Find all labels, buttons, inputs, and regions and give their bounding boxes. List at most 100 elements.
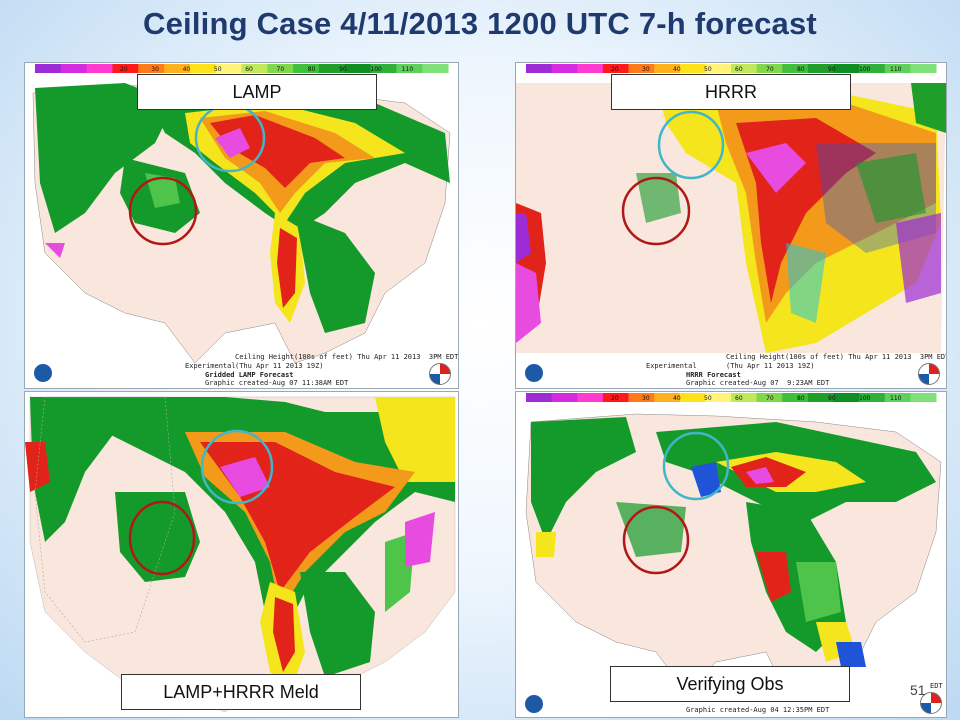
slide-title: Ceiling Case 4/11/2013 1200 UTC 7-h fore… [143, 6, 817, 41]
obs-footer-created: Graphic created-Aug 04 12:35PM EDT [686, 706, 830, 714]
colorbar-swatch [884, 393, 911, 402]
hrrr-footer-title: Ceiling Height(100s of feet) Thu Apr 11 … [726, 353, 947, 361]
colorbar-swatch [241, 64, 268, 73]
colorbar-swatch [859, 393, 886, 402]
colorbar-tick-label: 110 [402, 66, 414, 73]
colorbar-swatch [756, 393, 783, 402]
colorbar-swatch [628, 393, 655, 402]
obs-footer-edt: EDT [930, 682, 943, 690]
meld-label: LAMP+HRRR Meld [121, 674, 361, 710]
colorbar-swatch [60, 64, 88, 73]
hrrr-footer-created: Graphic created-Aug 07 9:23AM EDT [686, 379, 830, 387]
colorbar-swatch [551, 64, 578, 73]
noaa-logo-icon [33, 363, 53, 383]
colorbar-tick-label: 40 [673, 66, 681, 73]
obs-map: 20 30 40 50 60 70 80 90 100 110 [516, 393, 946, 704]
lamp-label: LAMP [137, 74, 377, 110]
lamp-footer-experimental: Experimental [185, 362, 236, 370]
colorbar-swatch [705, 64, 732, 73]
colorbar: 20 30 40 50 60 70 80 90 100 110 [526, 64, 937, 73]
colorbar-tick-label: 100 [859, 395, 871, 402]
nws-logo-icon [920, 692, 942, 714]
colorbar-swatch [807, 393, 834, 402]
colorbar-swatch [807, 64, 834, 73]
colorbar-swatch [86, 64, 113, 73]
colorbar-tick-label: 80 [797, 395, 805, 402]
lamp-map: 20 30 40 50 60 70 80 90 100 110 [25, 64, 458, 365]
colorbar: 20 30 40 50 60 70 80 90 100 110 [35, 64, 449, 73]
colorbar-tick-label: 70 [766, 395, 774, 402]
colorbar-swatch [654, 64, 681, 73]
hrrr-footer-valid: (Thu Apr 11 2013 19Z) [726, 362, 815, 370]
hrrr-footer-experimental: Experimental [646, 362, 697, 370]
colorbar-swatch [833, 393, 860, 402]
colorbar-tick-label: 50 [704, 66, 712, 73]
obs-panel: 20 30 40 50 60 70 80 90 100 110 Verifying Obs EDT… [515, 391, 947, 718]
colorbar-swatch [833, 64, 860, 73]
colorbar-tick-label: 90 [828, 395, 836, 402]
colorbar-swatch [422, 64, 449, 73]
colorbar-tick-label: 20 [611, 66, 619, 73]
colorbar-swatch [782, 393, 809, 402]
colorbar-tick-label: 100 [370, 66, 382, 73]
lamp-footer-title: Ceiling Height(100s of feet) Thu Apr 11 … [235, 353, 459, 361]
colorbar-tick-label: 60 [245, 66, 253, 73]
colorbar-swatch [731, 64, 758, 73]
noaa-logo-icon [524, 363, 544, 383]
colorbar-tick-label: 110 [890, 395, 902, 402]
noaa-logo-icon [524, 694, 544, 714]
colorbar: 20 30 40 50 60 70 80 90 100 110 [526, 393, 937, 402]
colorbar-swatch [628, 64, 655, 73]
colorbar-swatch [112, 64, 139, 73]
colorbar-tick-label: 30 [151, 66, 159, 73]
colorbar-swatch [577, 64, 604, 73]
colorbar-swatch [705, 393, 732, 402]
colorbar-tick-label: 30 [642, 395, 650, 402]
colorbar-swatch [884, 64, 911, 73]
colorbar-swatch [679, 64, 706, 73]
meld-panel: LAMP+HRRR Meld [24, 391, 459, 718]
colorbar-swatch [756, 64, 783, 73]
colorbar-tick-label: 90 [339, 66, 347, 73]
colorbar-tick-label: 70 [277, 66, 285, 73]
colorbar-tick-label: 50 [214, 66, 222, 73]
colorbar-swatch [782, 64, 809, 73]
colorbar-swatch [164, 64, 191, 73]
hrrr-label: HRRR [611, 74, 851, 110]
colorbar-tick-label: 100 [859, 66, 871, 73]
colorbar-swatch [526, 64, 553, 73]
colorbar-swatch [602, 64, 629, 73]
colorbar-swatch [526, 393, 553, 402]
colorbar-swatch [910, 393, 937, 402]
nws-logo-icon [429, 363, 451, 385]
colorbar-tick-label: 20 [611, 395, 619, 402]
colorbar-swatch [370, 64, 397, 73]
colorbar-tick-label: 40 [673, 395, 681, 402]
lamp-panel: 20 30 40 50 60 70 80 90 100 110 LAMP Ceiling Heig… [24, 62, 459, 389]
colorbar-swatch [267, 64, 294, 73]
colorbar-tick-label: 70 [766, 66, 774, 73]
lamp-footer-valid: (Thu Apr 11 2013 19Z) [235, 362, 324, 370]
colorbar-swatch [35, 64, 62, 73]
colorbar-swatch [318, 64, 346, 73]
colorbar-swatch [679, 393, 706, 402]
colorbar-swatch [910, 64, 937, 73]
hrrr-panel: 20 30 40 50 60 70 80 90 100 110 HRRR Ceiling Heig… [515, 62, 947, 389]
lamp-footer-created: Graphic created-Aug 07 11:38AM EDT [205, 379, 349, 387]
meld-map [25, 392, 458, 717]
colorbar-swatch [396, 64, 423, 73]
colorbar-swatch [654, 393, 681, 402]
colorbar-swatch [602, 393, 629, 402]
colorbar-swatch [344, 64, 372, 73]
colorbar-tick-label: 60 [735, 66, 743, 73]
colorbar-swatch [293, 64, 320, 73]
obs-label: Verifying Obs [610, 666, 850, 702]
colorbar-tick-label: 40 [183, 66, 191, 73]
page-number: 51 [910, 682, 926, 698]
hrrr-footer-product: HRRR Forecast [686, 371, 741, 379]
colorbar-swatch [138, 64, 165, 73]
colorbar-tick-label: 50 [704, 395, 712, 402]
colorbar-tick-label: 80 [797, 66, 805, 73]
lamp-footer-product: Gridded LAMP Forecast [205, 371, 294, 379]
colorbar-tick-label: 30 [642, 66, 650, 73]
